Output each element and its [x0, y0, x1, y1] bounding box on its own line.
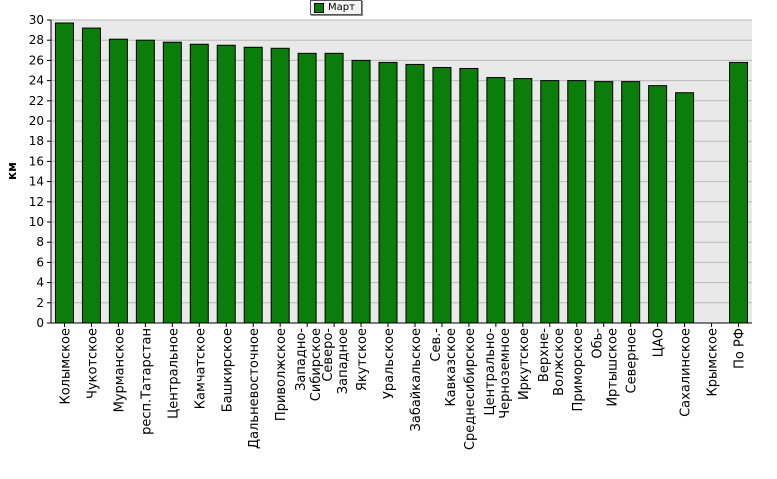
y-tick-label: 18 — [29, 134, 44, 148]
x-tick-label: Среднесибирское — [463, 328, 478, 450]
bar — [675, 92, 695, 324]
y-tick-label: 28 — [29, 33, 44, 47]
y-tick-label: 6 — [36, 255, 44, 269]
x-tick-label: Башкирское — [220, 328, 235, 412]
x-tick-label: Верхне-Волжское — [537, 328, 567, 396]
x-tick-label: Якутское — [355, 328, 370, 391]
bar — [621, 81, 641, 324]
x-tick-label: Северо-Западное — [321, 328, 351, 395]
x-tick-label: Иркутское — [517, 328, 532, 400]
x-tick-label: Крымское — [706, 328, 721, 397]
x-tick-label: Чукотское — [85, 328, 100, 399]
legend: Март — [310, 0, 362, 15]
x-tick-label: Забайкальское — [409, 328, 424, 431]
bar — [270, 47, 290, 324]
y-tick-label: 20 — [29, 114, 44, 128]
bar — [432, 66, 452, 324]
bar — [243, 46, 263, 324]
bar — [459, 67, 479, 324]
x-tick-label: ЦАО — [652, 328, 667, 357]
x-tick-label: Центральное — [166, 328, 181, 419]
y-tick-label: 30 — [29, 13, 44, 27]
x-tick-label: Западно-Сибирское — [294, 328, 324, 402]
bar — [729, 61, 749, 324]
bar — [405, 63, 425, 324]
x-tick-label: Обь-Иртышское — [591, 328, 621, 407]
x-tick-label: Приволжское — [274, 328, 289, 421]
bar — [324, 52, 344, 324]
x-tick-label: Приморское — [571, 328, 586, 411]
bar — [540, 80, 560, 324]
bar — [567, 80, 587, 324]
y-tick-label: 24 — [29, 74, 44, 88]
bar — [378, 61, 398, 324]
y-tick-label: 14 — [29, 175, 44, 189]
bar — [216, 44, 236, 324]
x-tick-label: респ.Татарстан — [139, 328, 154, 435]
y-tick-label: 0 — [36, 316, 44, 330]
y-tick-label: 22 — [29, 94, 44, 108]
bar — [594, 81, 614, 324]
bar — [162, 41, 182, 324]
y-tick-label: 16 — [29, 154, 44, 168]
bar — [486, 77, 506, 324]
x-tick-label: По РФ — [733, 328, 748, 369]
bar — [189, 43, 209, 324]
bar — [135, 39, 155, 324]
bar — [351, 59, 371, 324]
bar — [54, 22, 74, 324]
x-tick-label: Камчатское — [193, 328, 208, 409]
x-tick-label: Дальневосточное — [247, 328, 262, 449]
plot-area — [51, 20, 752, 323]
x-tick-label: Сев.-Кавказское — [429, 328, 459, 407]
x-tick-label: Северное — [625, 328, 640, 393]
y-tick-label: 26 — [29, 53, 44, 67]
legend-label: Март — [328, 2, 355, 13]
y-tick-label: 10 — [29, 215, 44, 229]
bar — [297, 52, 317, 324]
bar — [108, 38, 128, 324]
y-tick-label: 8 — [36, 235, 44, 249]
y-tick-label: 2 — [36, 296, 44, 310]
bar — [648, 85, 668, 324]
y-axis-label: км — [5, 162, 19, 180]
x-tick-label: Колымское — [58, 328, 73, 405]
x-tick-label: Мурманское — [112, 328, 127, 412]
x-tick-label: Центрально-Черноземное — [483, 328, 513, 419]
x-tick-label: Уральское — [382, 328, 397, 399]
x-tick-label: Сахалинское — [679, 328, 694, 417]
bar — [513, 78, 533, 324]
legend-swatch — [314, 2, 324, 13]
y-tick-label: 12 — [29, 195, 44, 209]
y-tick-label: 4 — [36, 276, 44, 290]
bar — [81, 27, 101, 324]
